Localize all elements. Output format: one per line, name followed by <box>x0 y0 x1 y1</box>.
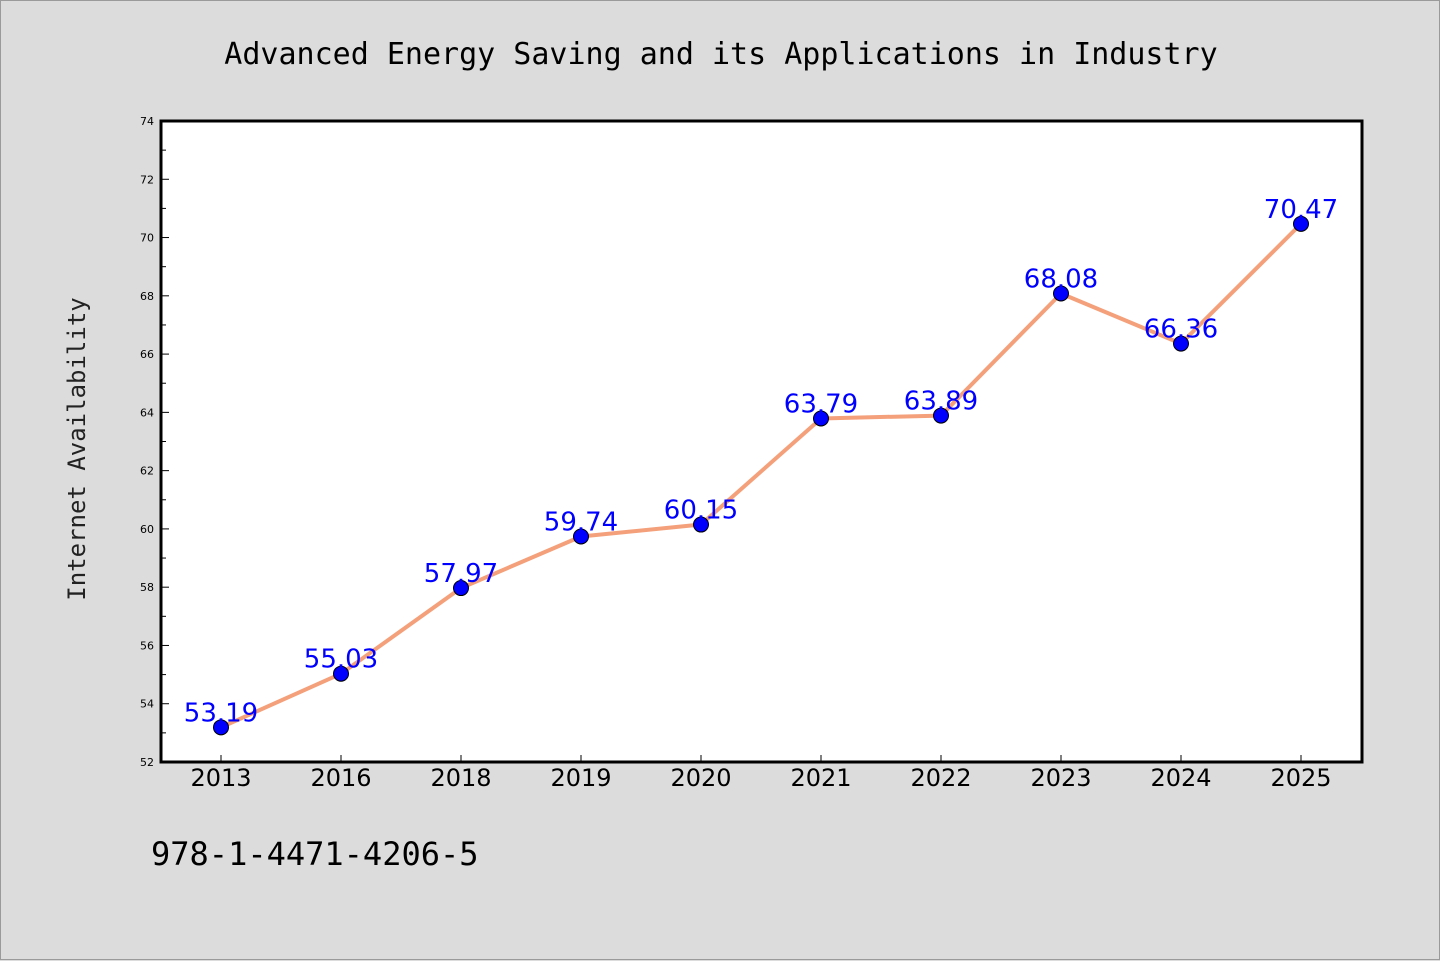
data-label: 63.79 <box>784 389 858 419</box>
y-tick-label: 60 <box>140 523 154 536</box>
data-point <box>333 665 349 682</box>
y-tick-label: 56 <box>140 639 154 652</box>
data-label: 66.36 <box>1144 315 1218 345</box>
chart-title: Advanced Energy Saving and its Applicati… <box>224 37 1217 72</box>
data-label: 68.08 <box>1024 264 1098 294</box>
data-label: 57.97 <box>424 559 498 589</box>
data-point <box>933 407 949 424</box>
x-tick-label: 2019 <box>550 764 611 792</box>
plot-area <box>159 119 1364 764</box>
y-axis-label: Internet Availability <box>63 297 91 600</box>
data-point <box>453 580 469 597</box>
x-tick-label: 2025 <box>1270 764 1331 792</box>
x-tick-label: 2022 <box>910 764 971 792</box>
x-tick-label: 2024 <box>1150 764 1211 792</box>
x-tick-label: 2020 <box>670 764 731 792</box>
y-tick-label: 62 <box>140 465 154 478</box>
x-tick-label: 2013 <box>190 764 251 792</box>
data-label: 60.15 <box>664 496 738 526</box>
y-tick-label: 52 <box>140 756 154 769</box>
data-point <box>1053 285 1069 302</box>
y-tick-label: 68 <box>140 290 154 303</box>
y-axis: 52 54 56 58 60 62 64 66 68 70 72 74 <box>140 115 169 769</box>
data-label: 59.74 <box>544 507 618 537</box>
data-point <box>1173 335 1189 352</box>
data-point <box>813 410 829 427</box>
data-label: 55.03 <box>304 645 378 675</box>
data-label: 70.47 <box>1264 195 1338 225</box>
data-point <box>693 516 709 533</box>
data-point <box>573 528 589 545</box>
y-tick-label: 54 <box>140 698 154 711</box>
series-line <box>219 221 1303 730</box>
y-tick-label: 64 <box>140 406 154 419</box>
data-label: 53.19 <box>184 698 258 728</box>
data-label: 63.89 <box>904 387 978 417</box>
x-tick-label: 2018 <box>430 764 491 792</box>
series-layer: 53.19 55.03 57.97 59.74 60.15 63.79 63.89 68.08… <box>184 195 1338 736</box>
x-tick-label: 2016 <box>310 764 371 792</box>
x-tick-label: 2023 <box>1030 764 1091 792</box>
data-point <box>213 719 229 736</box>
y-tick-label: 58 <box>140 581 154 594</box>
y-tick-label: 72 <box>140 173 154 186</box>
x-axis: 2013 2016 2018 2019 2020 2021 2022 2023 2024 2025 <box>190 755 1332 792</box>
y-tick-label: 74 <box>140 115 154 128</box>
isbn-footer: 978-1-4471-4206-5 <box>151 835 479 873</box>
x-tick-label: 2021 <box>790 764 851 792</box>
y-tick-label: 66 <box>140 348 154 361</box>
y-tick-label: 70 <box>140 232 154 245</box>
data-point <box>1293 215 1309 232</box>
